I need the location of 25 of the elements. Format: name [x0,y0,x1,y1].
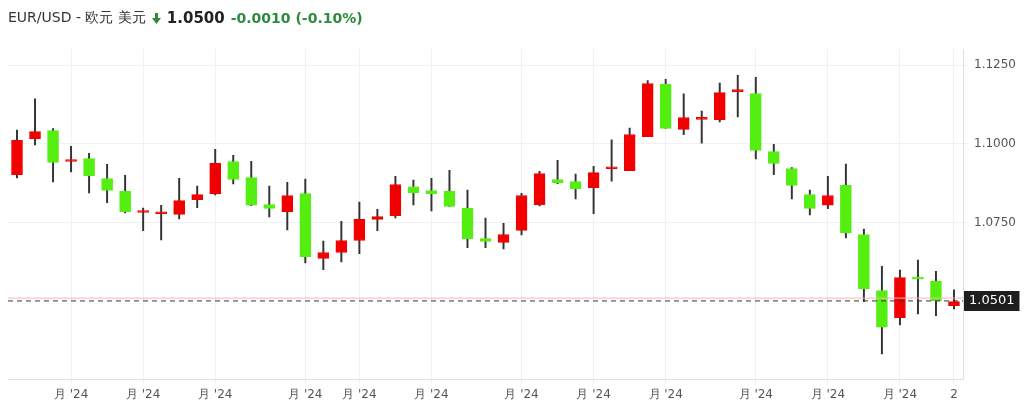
candlestick [155,204,167,241]
x-tick-label: 月 '24 [414,386,449,401]
candlestick [605,139,618,182]
x-tick-label: 月 '24 [576,386,611,401]
ref-line-label: 1.0501 [969,292,1015,308]
candlestick [731,74,744,118]
x-tick-label: 月 '24 [53,386,89,401]
x-tick-label: 2 [950,386,958,401]
text: 1.0500 [166,9,225,27]
x-tick-label: 月 '24 [125,386,161,401]
x-tick-label: 月 '24 [198,386,233,401]
chart-title: EUR/USD - 欧元 美元 [8,9,146,27]
x-tick-label: 月 '24 [288,386,323,401]
x-tick-label: 月 '24 [738,386,773,401]
x-tick-label: 月 '24 [648,386,683,401]
x-tick-label: 月 '24 [342,386,377,401]
candlestick [695,110,708,144]
x-tick-label: 月 '24 [504,386,539,401]
x-tick-label: 月 '24 [810,386,846,401]
y-tick-label: 1.1250 [974,57,1016,72]
x-tick-label: 月 '24 [882,386,918,401]
y-tick-label: 1.0750 [974,214,1016,229]
y-tick-label: 1.1000 [974,136,1016,151]
candlestick [65,146,77,173]
text: -0.0010 (-0.10%) [230,10,363,26]
